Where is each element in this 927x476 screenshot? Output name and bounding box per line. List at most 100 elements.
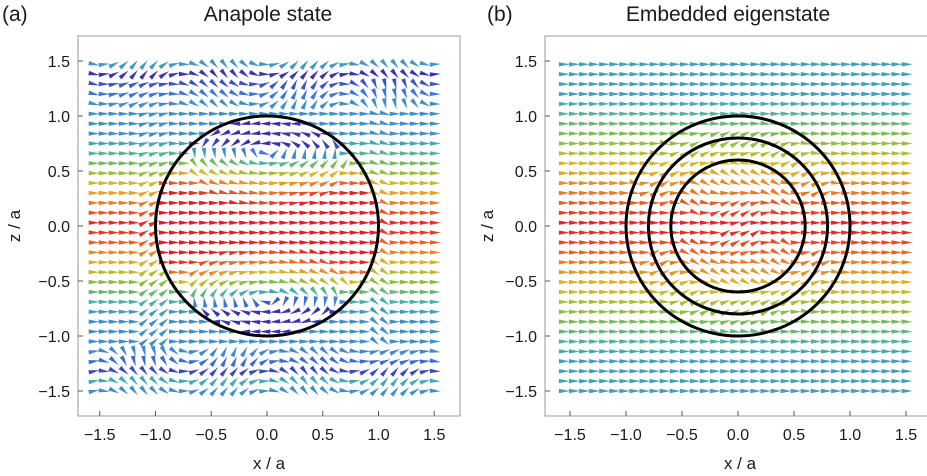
field-arrow — [229, 367, 239, 377]
field-arrow — [98, 250, 110, 255]
field-arrow — [349, 389, 361, 394]
field-arrow — [619, 72, 631, 77]
field-arrow — [649, 319, 661, 324]
field-arrow — [891, 349, 903, 354]
field-arrow — [429, 220, 441, 225]
field-arrow — [339, 309, 351, 314]
field-arrow — [599, 270, 611, 275]
field-arrow — [289, 111, 301, 116]
field-arrow — [599, 141, 611, 146]
field-arrow — [831, 141, 843, 146]
field-arrow — [780, 280, 792, 286]
field-arrow — [329, 111, 341, 116]
field-arrow — [138, 249, 150, 258]
field-arrow — [881, 161, 893, 166]
field-arrow — [409, 319, 421, 324]
field-arrow — [198, 348, 210, 357]
field-arrow — [851, 250, 863, 255]
field-arrow — [118, 319, 130, 324]
field-arrow — [249, 270, 261, 275]
field-arrow — [689, 349, 701, 354]
field-arrow — [299, 191, 311, 197]
field-arrow — [293, 296, 299, 308]
field-arrow — [179, 141, 190, 146]
field-arrow — [399, 339, 411, 344]
field-arrow — [689, 289, 701, 297]
field-arrow — [259, 309, 271, 315]
field-arrow — [369, 377, 380, 387]
field-arrow — [279, 386, 290, 394]
field-arrow — [259, 319, 271, 324]
field-arrow — [329, 101, 341, 108]
field-arrow — [198, 88, 209, 98]
field-arrow — [198, 98, 209, 108]
field-arrow — [349, 220, 361, 225]
field-arrow — [319, 111, 331, 116]
field-arrow — [790, 349, 802, 354]
field-arrow — [609, 388, 621, 394]
field-arrow — [279, 230, 291, 235]
field-arrow — [128, 111, 140, 116]
field-arrow — [689, 230, 701, 235]
field-arrow — [609, 339, 621, 344]
field-arrow — [589, 161, 601, 166]
field-arrow — [248, 388, 260, 396]
field-arrow — [118, 220, 130, 225]
field-arrow — [189, 131, 200, 136]
field-arrow — [349, 141, 361, 146]
field-arrow — [649, 72, 661, 77]
field-arrow — [720, 359, 732, 364]
field-arrow — [750, 151, 762, 157]
field-arrow — [419, 180, 431, 186]
field-arrow — [710, 359, 722, 364]
field-arrow — [168, 377, 180, 383]
field-arrow — [709, 140, 721, 149]
field-arrow — [659, 329, 671, 334]
field-arrow — [389, 161, 401, 166]
field-arrow — [419, 220, 431, 225]
field-arrow — [359, 151, 371, 156]
field-arrow — [669, 378, 681, 384]
field-arrow — [700, 62, 711, 67]
y-tick-label: 1.5 — [48, 54, 70, 71]
field-arrow — [289, 307, 301, 315]
field-arrow — [831, 210, 843, 215]
field-arrow — [770, 378, 782, 384]
field-arrow — [729, 277, 741, 285]
field-arrow — [871, 388, 883, 394]
field-arrow — [229, 288, 239, 298]
field-arrow — [320, 286, 328, 297]
field-arrow — [619, 240, 631, 245]
field-arrow — [251, 297, 260, 308]
field-arrow — [399, 131, 411, 136]
field-arrow — [158, 210, 170, 215]
field-arrow — [689, 378, 701, 384]
field-arrow — [329, 170, 340, 179]
field-arrow — [760, 188, 772, 195]
field-arrow — [249, 111, 261, 116]
field-arrow — [218, 260, 230, 266]
field-arrow — [369, 387, 380, 397]
field-arrow — [710, 91, 722, 97]
field-arrow — [299, 249, 311, 254]
field-arrow — [289, 132, 301, 138]
field-arrow — [740, 369, 752, 374]
field-arrow — [98, 111, 110, 116]
field-arrow — [189, 180, 200, 186]
field-arrow — [609, 161, 621, 166]
field-arrow — [248, 379, 260, 386]
field-arrow — [861, 319, 873, 324]
field-arrow — [750, 229, 761, 238]
field-arrow — [189, 157, 198, 168]
field-arrow — [88, 210, 100, 215]
field-arrow — [649, 289, 661, 294]
field-arrow — [619, 190, 631, 196]
field-arrow — [881, 260, 893, 265]
field-arrow — [750, 72, 762, 77]
field-arrow — [279, 99, 288, 110]
field-arrow — [901, 72, 913, 77]
field-arrow — [349, 71, 361, 76]
field-arrow — [901, 369, 913, 374]
field-arrow — [169, 260, 180, 265]
